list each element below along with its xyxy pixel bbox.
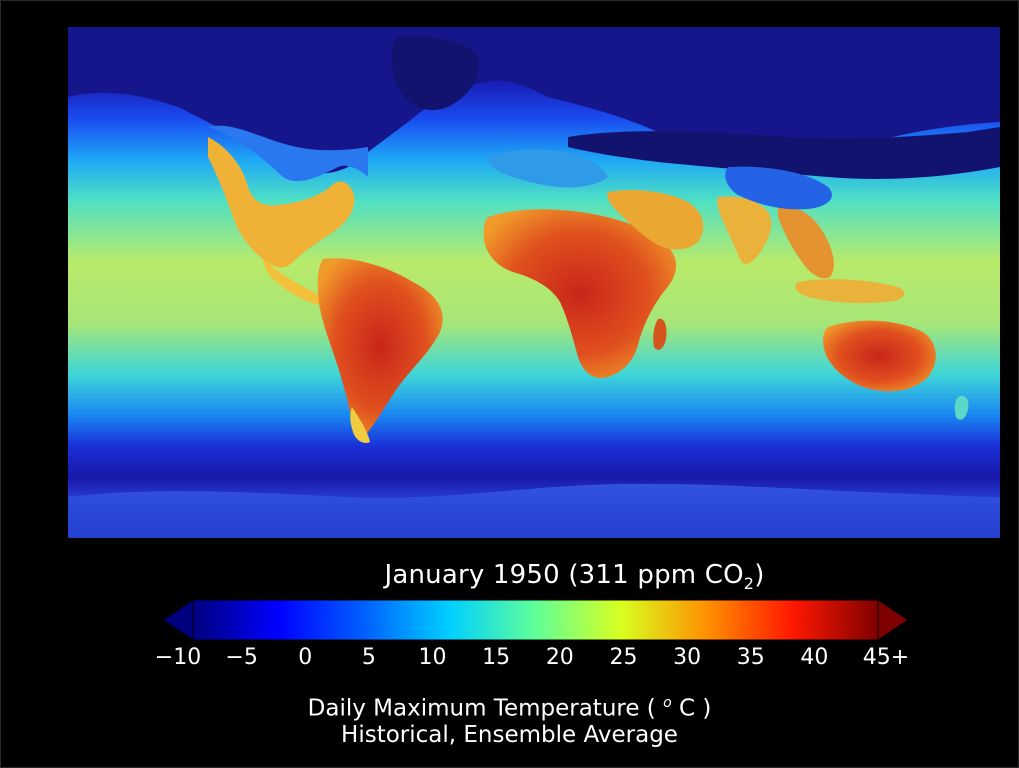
patagonia [350, 407, 370, 443]
china [725, 166, 832, 210]
indonesia [795, 279, 905, 304]
colorbar-tick: 45+ [862, 645, 910, 670]
antarctica [68, 483, 1000, 538]
central-america [263, 259, 321, 305]
title-prefix: January 1950 (311 ppm CO [384, 560, 744, 590]
colorbar-tick: 30 [673, 645, 702, 670]
temperature-map [68, 27, 1000, 538]
colorbar-max-extension [877, 600, 908, 640]
colorbar [163, 600, 908, 640]
north-america-cold [208, 125, 368, 182]
title-suffix: ) [754, 560, 765, 590]
india [717, 196, 772, 264]
madagascar [653, 318, 667, 350]
colorbar-tick: −5 [225, 645, 258, 670]
colorbar-tick: 10 [418, 645, 447, 670]
colorbar-tick: 15 [482, 645, 511, 670]
colorbar-min-extension [163, 600, 194, 640]
ensemble-label: Historical, Ensemble Average [341, 722, 678, 748]
europe [487, 149, 608, 188]
degree-symbol: o [663, 695, 672, 711]
colorbar-tick: −10 [154, 645, 202, 670]
siberia [568, 127, 1000, 179]
africa [483, 209, 677, 378]
colorbar-tick: 40 [800, 645, 829, 670]
middle-east [607, 190, 704, 250]
map-title: January 1950 (311 ppm CO2) [0, 558, 1019, 601]
new-zealand [954, 395, 969, 420]
title-subscript: 2 [743, 574, 755, 594]
colorbar-tick: 25 [609, 645, 638, 670]
colorbar-tick: 0 [298, 645, 313, 670]
south-america [317, 258, 443, 436]
colorbar-label: Daily Maximum Temperature ( o C ) [0, 688, 1019, 724]
colorbar-tick: 35 [736, 645, 765, 670]
greenland [391, 36, 479, 111]
colorbar-label-suffix: C ) [671, 695, 712, 722]
colorbar-tick: 20 [545, 645, 574, 670]
australia [823, 320, 936, 392]
southeast-asia [778, 206, 834, 279]
north-america [208, 137, 355, 268]
colorbar-gradient [192, 600, 879, 640]
colorbar-label-prefix: Daily Maximum Temperature ( [307, 695, 664, 722]
colorbar-tick: 5 [361, 645, 376, 670]
